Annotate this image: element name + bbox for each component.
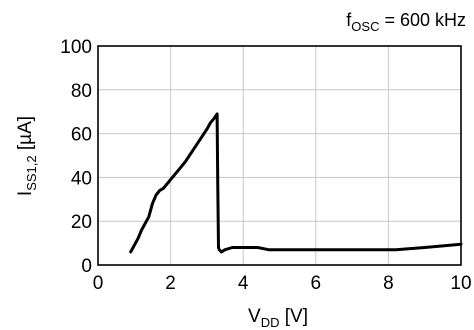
y-tick-label: 80 — [71, 81, 92, 102]
y-tick-labels: 0 20 40 60 80 100 — [60, 37, 92, 277]
x-tick-label: 0 — [93, 273, 104, 294]
series-line — [129, 112, 463, 254]
y-tick-label: 20 — [71, 212, 92, 233]
plot-frame — [97, 45, 462, 266]
y-tick-label: 100 — [60, 37, 92, 58]
x-tick-label: 10 — [450, 273, 471, 294]
y-tick-label: 0 — [81, 256, 92, 277]
x-axis-label: VDD [V] — [248, 306, 308, 330]
x-tick-label: 4 — [238, 273, 249, 294]
y-tick-label: 40 — [71, 168, 92, 189]
x-tick-label: 8 — [383, 273, 394, 294]
annotation: fOSC = 600 kHz — [346, 10, 466, 34]
x-tick-labels: 0 2 4 6 8 10 — [93, 273, 472, 294]
x-tick-label: 6 — [311, 273, 322, 294]
x-tick-label: 2 — [165, 273, 176, 294]
y-axis-label: ISS1,2 [µA] — [15, 116, 39, 196]
grid-lines — [98, 46, 461, 265]
y-tick-label: 60 — [71, 125, 92, 146]
